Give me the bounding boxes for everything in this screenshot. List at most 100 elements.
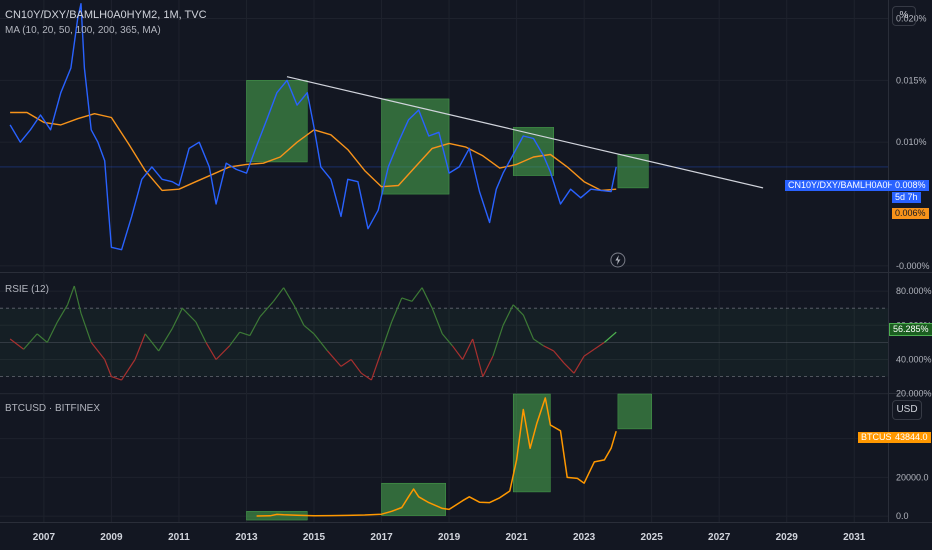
- rsi-segment: [462, 338, 474, 360]
- unit-button-bottom[interactable]: USD: [892, 400, 922, 420]
- rsi-segment: [259, 300, 274, 318]
- rsi-segment: [441, 333, 453, 347]
- axes: 0.020%0.015%0.010%-0.000%80.000%60.000%4…: [33, 14, 932, 543]
- rsi-segment: [380, 321, 393, 352]
- btc-y-tick-label: 20000.0: [896, 472, 929, 482]
- rsi-segment: [66, 285, 75, 305]
- rsi-segment: [134, 333, 146, 360]
- rsi-segment: [195, 321, 207, 343]
- rsi-segment: [121, 359, 136, 381]
- rsi-segment: [421, 287, 433, 309]
- trendline: [286, 76, 764, 189]
- main-highlight-box: [512, 127, 554, 176]
- rsi-segment: [492, 325, 504, 357]
- rsi-segment: [533, 338, 544, 347]
- x-tick-label: 2019: [438, 532, 461, 543]
- rsi-segment: [111, 376, 122, 381]
- btc-highlight-box: [617, 393, 652, 430]
- rsi-segment: [80, 313, 92, 343]
- rsi-title[interactable]: RSIE (12): [5, 284, 49, 295]
- rsi-y-tick-label: 20.000%: [896, 389, 932, 399]
- x-tick-label: 2027: [708, 532, 731, 543]
- rsi-segment: [181, 307, 197, 323]
- main-y-tick-label: 0.010%: [896, 137, 927, 147]
- plot-lines: [9, 3, 764, 517]
- x-tick-label: 2031: [843, 532, 866, 543]
- rsi-segment: [23, 333, 38, 350]
- rsi-segment: [411, 287, 423, 302]
- rsi-segment: [313, 333, 328, 352]
- rsi-segment: [144, 333, 160, 352]
- x-tick-label: 2025: [641, 532, 664, 543]
- x-tick-label: 2015: [303, 532, 326, 543]
- symbol-title[interactable]: CN10Y/DXY/BAMLH0A0HYM2, 1M, TVC: [5, 9, 207, 21]
- rsi-segment: [573, 355, 585, 374]
- x-tick-label: 2011: [168, 532, 190, 543]
- rsi-segment: [553, 350, 565, 364]
- rsi-segment: [543, 345, 555, 352]
- ratio-line: [9, 3, 617, 251]
- btc-line: [256, 397, 617, 517]
- rsi-segment: [370, 350, 383, 381]
- main-symbol-badge: CN10Y/DXY/BAMLH0A0HYM2: [785, 180, 916, 191]
- x-tick-label: 2023: [573, 532, 596, 543]
- btc-y-tick-label: 0.0: [896, 511, 909, 521]
- main-y-tick-label: 0.015%: [896, 75, 927, 85]
- x-tick-label: 2007: [33, 532, 56, 543]
- rsi-segment: [431, 307, 443, 335]
- rsi-segment: [249, 316, 261, 336]
- rsi-segment: [522, 314, 535, 340]
- rsi-segment: [327, 350, 342, 367]
- ma-value-badge: 0.006%: [892, 208, 929, 219]
- rsi-segment: [104, 359, 112, 377]
- rsi-segment: [563, 362, 575, 374]
- rsi-segment: [229, 331, 241, 347]
- x-tick-label: 2029: [776, 532, 799, 543]
- rsi-segment: [360, 372, 372, 381]
- btc-title[interactable]: BTCUSD · BITFINEX: [5, 403, 101, 414]
- rsi-segment: [215, 345, 231, 360]
- rsi-last-segment: [603, 331, 617, 343]
- rsi-segment: [283, 287, 295, 306]
- unit-button-top[interactable]: %: [892, 6, 916, 26]
- rsi-segment: [482, 355, 494, 377]
- rsi-band: [0, 308, 888, 377]
- countdown-badge: 5d 7h: [892, 192, 921, 203]
- grid: [0, 0, 932, 523]
- rsi-segment: [239, 331, 251, 337]
- rsi-segment: [9, 338, 24, 350]
- rsi-value-badge: 56.285%: [889, 323, 932, 336]
- x-tick-label: 2009: [100, 532, 123, 543]
- rsi-segment: [472, 338, 484, 377]
- rsi-segment: [593, 341, 605, 350]
- rsi-segment: [273, 287, 285, 302]
- rsi-segment: [171, 307, 183, 329]
- rsi-segment: [158, 328, 173, 352]
- main-value-badge: 0.008%: [892, 180, 929, 191]
- rsi-segment: [56, 304, 69, 323]
- rsi-segment: [46, 321, 58, 343]
- rsi-segment: [36, 333, 48, 343]
- main-y-tick-label: -0.000%: [896, 261, 930, 271]
- highlight-boxes: [0, 80, 888, 521]
- rsi-segment: [73, 285, 82, 314]
- rsi-segment: [512, 304, 524, 316]
- x-tick-label: 2021: [505, 532, 528, 543]
- rsi-segment: [303, 324, 315, 335]
- rsi-segment: [583, 348, 595, 357]
- btc-symbol-badge: BTCUSD: [858, 432, 902, 443]
- x-tick-label: 2013: [235, 532, 258, 543]
- ma-title[interactable]: MA (10, 20, 50, 100, 200, 365, MA): [5, 25, 161, 36]
- x-tick-label: 2017: [370, 532, 393, 543]
- rsi-segment: [391, 297, 403, 323]
- rsi-segment: [205, 342, 217, 360]
- rsi-segment: [350, 359, 362, 374]
- rsi-segment: [401, 297, 413, 302]
- btc-value-badge: 43844.0: [892, 432, 931, 443]
- lightning-icon: [615, 255, 621, 265]
- rsi-y-tick-label: 40.000%: [896, 355, 932, 365]
- rsi-segment: [502, 304, 514, 326]
- rsi-segment: [293, 304, 305, 326]
